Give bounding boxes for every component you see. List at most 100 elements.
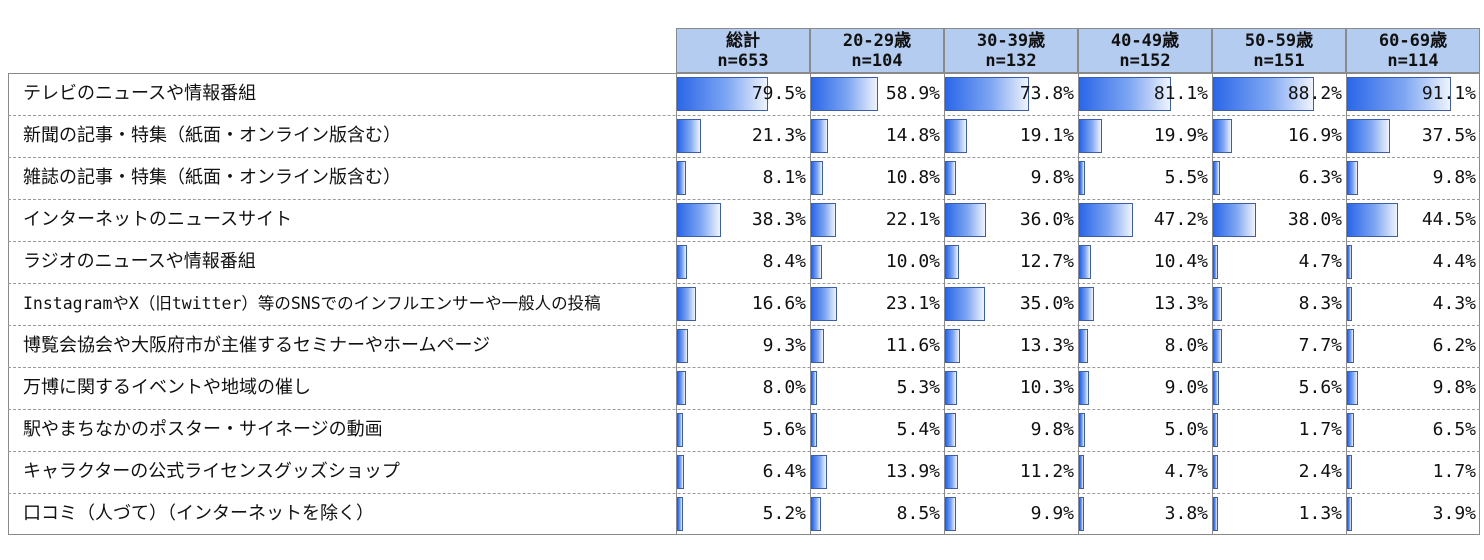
data-bar	[945, 455, 958, 489]
data-bar	[811, 77, 878, 111]
data-bar	[945, 203, 986, 237]
data-bar	[1213, 329, 1222, 363]
row-label: 雑誌の記事・特集（紙面・オンライン版含む）	[23, 167, 401, 188]
data-label: 16.6%	[751, 293, 806, 314]
data-bar	[1347, 455, 1352, 489]
table-row: 万博に関するイベントや地域の催し 8.0% 5.3% 10.3% 9.0% 5.6% 9.8…	[8, 367, 1480, 409]
data-label: 6.2%	[1432, 335, 1476, 356]
column-header-n: n=114	[1387, 51, 1439, 71]
data-label: 2.4%	[1298, 461, 1342, 482]
data-bar	[945, 245, 959, 279]
data-bar	[1079, 119, 1102, 153]
row-label: 駅やまちなかのポスター・サイネージの動画	[23, 419, 383, 440]
value-cell: 19.1%	[944, 115, 1078, 157]
value-cell: 6.3%	[1212, 157, 1346, 199]
data-bar	[945, 119, 967, 153]
value-cell: 10.3%	[944, 367, 1078, 409]
value-cell: 5.3%	[810, 367, 944, 409]
value-cell: 23.1%	[810, 283, 944, 325]
value-cell: 9.9%	[944, 493, 1078, 535]
row-divider	[8, 493, 1480, 494]
data-label: 1.7%	[1432, 461, 1476, 482]
row-divider	[8, 241, 1480, 242]
table-row: テレビのニュースや情報番組 79.5% 58.9% 73.8% 81.1% 88.2% 91…	[8, 73, 1480, 115]
value-cell: 10.4%	[1078, 241, 1212, 283]
data-label: 9.8%	[1432, 167, 1476, 188]
table-row: キャラクターの公式ライセンスグッズショップ 6.4% 13.9% 11.2% 4.7% 2…	[8, 451, 1480, 493]
value-cell: 6.2%	[1346, 325, 1480, 367]
data-label: 13.3%	[1153, 293, 1208, 314]
data-label: 4.4%	[1432, 251, 1476, 272]
data-bar	[1347, 287, 1352, 321]
value-cell: 19.9%	[1078, 115, 1212, 157]
value-cell: 14.8%	[810, 115, 944, 157]
data-label: 9.8%	[1030, 167, 1074, 188]
data-label: 37.5%	[1421, 125, 1476, 146]
data-bar	[1347, 371, 1358, 405]
data-bar	[1347, 203, 1398, 237]
data-bar	[677, 329, 688, 363]
value-cell: 16.9%	[1212, 115, 1346, 157]
data-bar	[945, 329, 960, 363]
column-header-name: 40-49歳	[1110, 31, 1180, 51]
data-label: 58.9%	[885, 83, 940, 104]
data-label: 11.2%	[1019, 461, 1074, 482]
value-cell: 58.9%	[810, 73, 944, 115]
data-bar	[1213, 161, 1220, 195]
value-cell: 5.5%	[1078, 157, 1212, 199]
row-divider	[8, 199, 1480, 200]
value-cell: 1.7%	[1212, 409, 1346, 451]
data-label: 44.5%	[1421, 209, 1476, 230]
value-cell: 3.8%	[1078, 493, 1212, 535]
table-frame	[8, 73, 1480, 535]
data-bar	[677, 287, 696, 321]
value-cell: 88.2%	[1212, 73, 1346, 115]
value-cell: 8.1%	[676, 157, 810, 199]
value-cell: 2.4%	[1212, 451, 1346, 493]
data-bar	[1079, 329, 1088, 363]
row-label: 万博に関するイベントや地域の催し	[23, 377, 311, 398]
value-cell: 81.1%	[1078, 73, 1212, 115]
data-bar	[1213, 119, 1232, 153]
data-label: 10.8%	[885, 167, 940, 188]
value-cell: 4.7%	[1078, 451, 1212, 493]
value-cell: 37.5%	[1346, 115, 1480, 157]
data-label: 4.7%	[1298, 251, 1342, 272]
table-row: InstagramやX（旧twitter）等のSNSでのインフルエンサーや一般人…	[8, 283, 1480, 325]
data-label: 19.1%	[1019, 125, 1074, 146]
data-bar	[1079, 371, 1089, 405]
column-divider	[944, 73, 945, 535]
data-label: 21.3%	[751, 125, 806, 146]
value-cell: 6.5%	[1346, 409, 1480, 451]
row-divider	[8, 283, 1480, 284]
row-divider	[8, 409, 1480, 410]
data-label: 5.3%	[896, 377, 940, 398]
data-label: 1.3%	[1298, 503, 1342, 524]
data-bar	[945, 497, 956, 531]
data-label: 19.9%	[1153, 125, 1208, 146]
data-bar	[1347, 161, 1358, 195]
column-header-n: n=152	[1119, 51, 1171, 71]
data-bar	[677, 413, 683, 447]
value-cell: 9.8%	[1346, 157, 1480, 199]
data-bar	[811, 287, 837, 321]
column-header-n: n=104	[851, 51, 903, 71]
data-bar	[811, 329, 824, 363]
value-cell: 79.5%	[676, 73, 810, 115]
data-bar	[1213, 245, 1218, 279]
data-bar	[1347, 497, 1352, 531]
data-bar	[811, 119, 828, 153]
data-bar	[677, 371, 686, 405]
data-label: 4.3%	[1432, 293, 1476, 314]
data-bar	[677, 245, 687, 279]
row-divider	[8, 325, 1480, 326]
data-label: 38.0%	[1287, 209, 1342, 230]
column-header-name: 20-29歳	[842, 31, 912, 51]
data-label: 8.4%	[762, 251, 806, 272]
data-label: 4.7%	[1164, 461, 1208, 482]
data-bar	[677, 497, 683, 531]
table-row: 駅やまちなかのポスター・サイネージの動画 5.6% 5.4% 9.8% 5.0% 1.7%…	[8, 409, 1480, 451]
value-cell: 8.5%	[810, 493, 944, 535]
data-bar	[1079, 287, 1094, 321]
data-label: 8.5%	[896, 503, 940, 524]
